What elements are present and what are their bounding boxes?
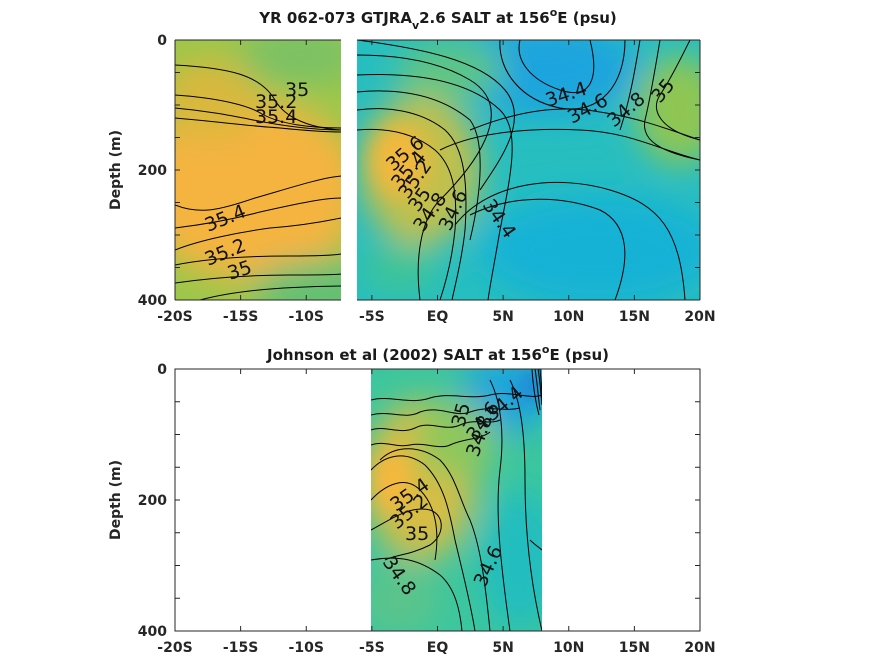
y-axis-label-top: Depth (m) [108, 130, 124, 210]
x-tick-label: EQ [427, 640, 449, 656]
x-tick-label: -10S [289, 309, 324, 325]
contour-label: 35 [285, 79, 309, 101]
panel-bottom: Johnson et al (2002) SALT at 156oE (psu) [108, 343, 716, 656]
x-tick-label: -20S [157, 309, 192, 325]
x-tick-label: -15S [223, 309, 258, 325]
x-tick-label: 15N [619, 640, 650, 656]
panel-top: YR 062-073 GTJRAv2.6 SALT at 156oE (psu) [108, 6, 716, 325]
panel-bottom-title: Johnson et al (2002) SALT at 156oE (psu) [266, 343, 609, 364]
x-tick-label: 10N [553, 309, 584, 325]
x-tick-label: -5S [359, 640, 385, 656]
contour-lines-bottom [371, 369, 542, 631]
x-tick-label: -20S [157, 640, 192, 656]
contour-label: 35 [405, 523, 429, 545]
axis-ticks-bottom: -20S -15S -10S -5S EQ 5N 10N 15N 20N 0 200 400 [138, 362, 716, 656]
y-tick-label: 0 [157, 362, 167, 378]
x-tick-label: -5S [359, 309, 385, 325]
salinity-field-north [357, 40, 700, 300]
contour-label: 35.4 [255, 106, 297, 128]
x-tick-label: -15S [223, 640, 258, 656]
x-tick-label: 15N [619, 309, 650, 325]
x-tick-label: 5N [492, 640, 513, 656]
contour-label: 35.2 [255, 91, 297, 113]
salinity-field-south [175, 40, 341, 300]
y-tick-label: 400 [138, 624, 167, 640]
y-tick-label: 0 [157, 33, 167, 49]
contour-lines-top [175, 40, 700, 300]
axis-ticks-top: -20S -15S -10S -5S EQ 5N 10N 15N 20N 0 200 400 [138, 33, 716, 325]
x-tick-label: -10S [289, 640, 324, 656]
y-tick-label: 200 [138, 163, 167, 179]
y-tick-label: 200 [138, 493, 167, 509]
x-tick-label: 10N [553, 640, 584, 656]
x-tick-label: 20N [684, 640, 715, 656]
x-tick-label: EQ [427, 309, 449, 325]
panel-top-title: YR 062-073 GTJRAv2.6 SALT at 156oE (psu) [258, 6, 617, 32]
x-tick-label: 20N [684, 309, 715, 325]
y-axis-label-bottom: Depth (m) [108, 460, 124, 540]
x-tick-label: 5N [492, 309, 513, 325]
y-tick-label: 400 [138, 293, 167, 309]
